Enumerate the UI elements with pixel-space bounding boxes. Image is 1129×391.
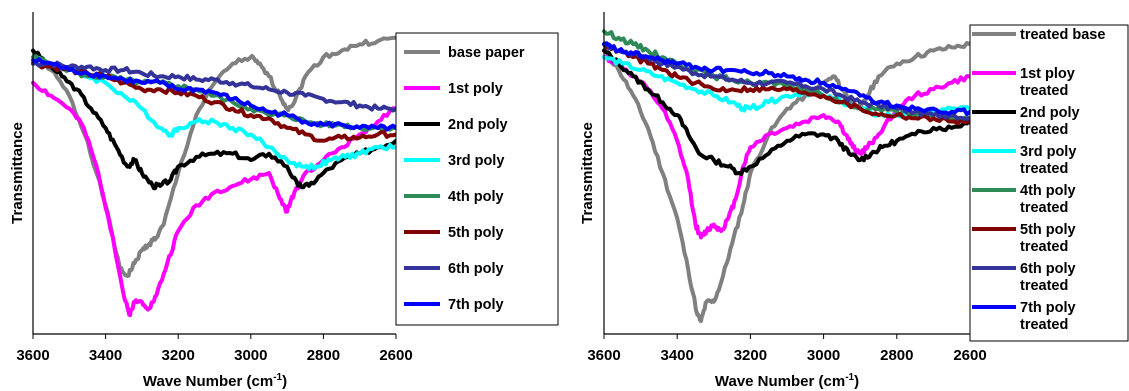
chart-panel-1: 3600 3400 3200 3000 2800 2600 Wave Number (cm-…	[9, 12, 559, 390]
series-line-2	[602, 54, 972, 240]
series-line-7	[602, 41, 972, 121]
legend-box	[969, 24, 1129, 342]
legend-entry-label: 2nd poly treated	[1020, 105, 1080, 138]
series-line-2	[31, 80, 398, 318]
legend-entry-label: 4th poly treated	[1020, 183, 1076, 216]
x-tick-label: 3600	[16, 347, 49, 364]
legend-entry-label: 6th poly	[448, 261, 504, 277]
x-tick-label: 2600	[953, 347, 986, 364]
x-tick-label: 2800	[880, 347, 913, 364]
series-line-8	[31, 57, 398, 132]
series-line-6	[602, 42, 972, 126]
legend-entry-label: 1st ploy treated	[1020, 66, 1075, 99]
series-line-3	[31, 48, 398, 191]
x-tick-label: 3600	[587, 347, 620, 364]
x-tick-label: 3400	[89, 347, 122, 364]
x-tick-label: 3200	[734, 347, 767, 364]
legend-entry-label: 5th poly treated	[1020, 222, 1076, 255]
y-axis-label: Transmittance	[579, 122, 596, 224]
legend-box	[395, 32, 559, 326]
legend: treated base 1st ploy treated 2nd poly treat…	[969, 24, 1129, 342]
x-tick-label: 3000	[234, 347, 267, 364]
x-axis-label: Wave Number (cm-1)	[715, 372, 859, 390]
series-line-1	[602, 41, 972, 324]
series-line-3	[602, 48, 972, 176]
legend-entry-label: 7th poly	[448, 297, 504, 313]
legend-entry-label: 3rd poly	[448, 153, 504, 169]
legend-entry-label: base paper	[448, 45, 525, 61]
legend-entry-label: 6th poly treated	[1020, 261, 1076, 294]
legend-entry-label: treated base	[1020, 27, 1105, 43]
x-axis-label: Wave Number (cm-1)	[143, 372, 287, 390]
series-line-8	[602, 42, 972, 117]
legend-entry-label: 1st poly	[448, 81, 503, 97]
x-tick-label: 3000	[807, 347, 840, 364]
legend-entry-label: 4th poly	[448, 189, 504, 205]
legend-entry-label: 7th poly treated	[1020, 300, 1076, 333]
legend: base paper 1st poly 2nd poly 3rd poly 4th po…	[395, 32, 559, 326]
x-tick-label: 3200	[162, 347, 195, 364]
series-line-7	[31, 60, 398, 113]
legend-entry-label: 5th poly	[448, 225, 504, 241]
legend-entry-label: 2nd poly	[448, 117, 508, 133]
y-axis-label: Transmittance	[9, 122, 26, 224]
legend-entry-label: 3rd poly treated	[1020, 144, 1076, 177]
chart-panel-2: 3600 3400 3200 3000 2800 2600 Wave Number (cm-…	[579, 12, 1129, 390]
x-tick-label: 2800	[307, 347, 340, 364]
x-tick-label: 2600	[379, 347, 412, 364]
x-tick-label: 3400	[661, 347, 694, 364]
